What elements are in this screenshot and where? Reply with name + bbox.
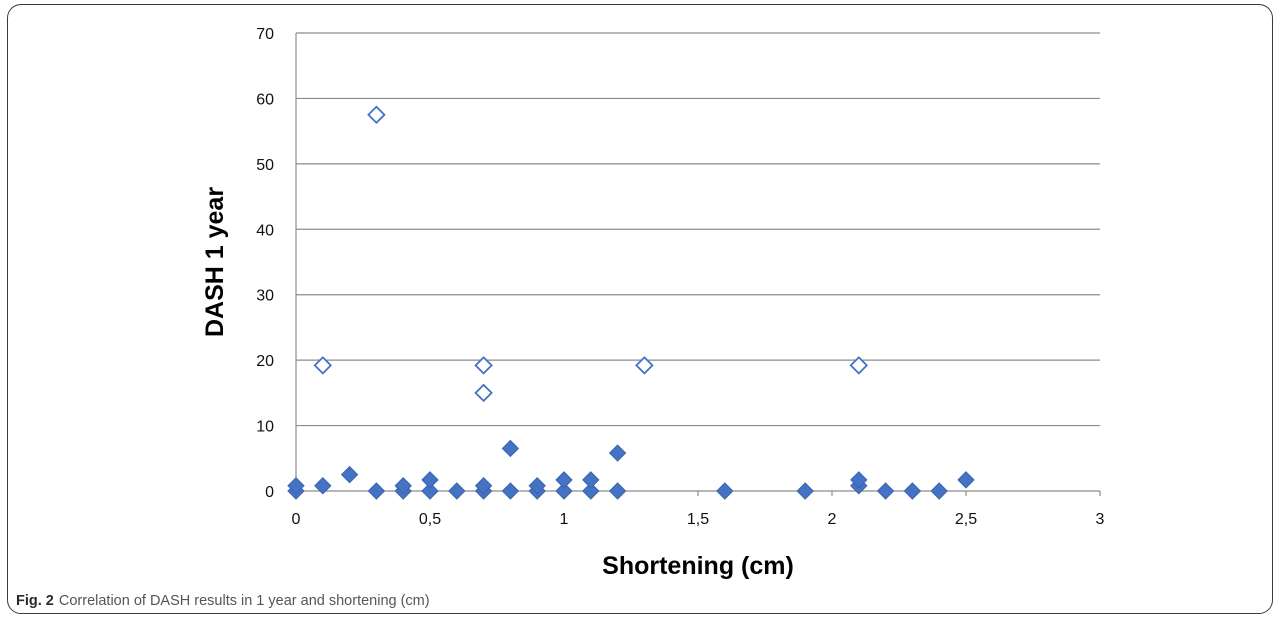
data-point-filled — [421, 482, 439, 500]
y-tick-label: 70 — [256, 26, 274, 43]
data-point-filled — [394, 477, 412, 495]
x-tick-label: 2,5 — [955, 511, 977, 528]
data-point-filled — [957, 471, 975, 489]
data-point-filled — [528, 477, 546, 495]
y-tick-label: 10 — [256, 419, 274, 436]
x-tick-label: 1 — [560, 511, 569, 528]
caption-label: Fig. 2 — [16, 593, 54, 609]
data-point-filled — [876, 482, 895, 500]
data-point-filled — [796, 482, 814, 500]
data-point-filled — [501, 439, 520, 458]
x-tick-labels: 0 0,5 1 1,5 2 2,5 3 — [292, 511, 1105, 528]
y-tick-label: 60 — [256, 91, 274, 108]
data-point-filled — [608, 482, 627, 500]
data-point-open — [849, 356, 869, 375]
y-tick-labels: 0 10 20 30 40 50 60 70 — [256, 26, 274, 501]
data-point-filled — [314, 477, 332, 495]
y-tick-label: 0 — [265, 484, 274, 501]
data-point-filled — [555, 471, 573, 489]
data-point-filled — [474, 477, 493, 495]
x-tick-label: 1,5 — [687, 511, 709, 528]
data-points — [287, 105, 975, 500]
y-tick-label: 20 — [256, 353, 274, 370]
data-point-filled — [448, 482, 466, 500]
y-tick-label: 50 — [256, 157, 274, 174]
figure-frame — [7, 4, 1273, 614]
x-tick-label: 0,5 — [419, 511, 441, 528]
y-tick-label: 30 — [256, 288, 274, 305]
data-point-filled — [716, 482, 734, 500]
y-tick-label: 40 — [256, 222, 274, 239]
data-point-filled — [367, 482, 386, 500]
y-axis-title: DASH 1 year — [201, 187, 229, 337]
data-point-open — [313, 356, 333, 375]
data-point-filled — [608, 444, 627, 462]
data-point-filled — [930, 482, 948, 500]
data-point-open — [474, 356, 493, 375]
x-tick-label: 0 — [292, 511, 301, 528]
data-point-filled — [903, 482, 922, 500]
x-tick-label: 2 — [828, 511, 837, 528]
data-point-filled — [287, 477, 305, 495]
data-point-filled — [340, 465, 359, 484]
data-point-filled — [582, 471, 600, 489]
x-tick-label: 3 — [1096, 511, 1105, 528]
x-axis-title: Shortening (cm) — [602, 552, 794, 580]
axes — [295, 33, 1101, 496]
data-point-filled — [501, 482, 520, 500]
data-point-open — [367, 105, 386, 125]
data-point-filled — [555, 482, 573, 500]
data-point-filled — [850, 471, 868, 489]
data-point-open — [635, 356, 654, 375]
figure-caption: Fig. 2 Correlation of DASH results in 1 y… — [16, 593, 430, 609]
data-point-filled — [421, 471, 439, 489]
data-point-filled — [582, 482, 600, 500]
caption-text: Correlation of DASH results in 1 year an… — [58, 593, 430, 609]
gridlines — [296, 32, 1100, 427]
data-point-open — [474, 383, 493, 403]
